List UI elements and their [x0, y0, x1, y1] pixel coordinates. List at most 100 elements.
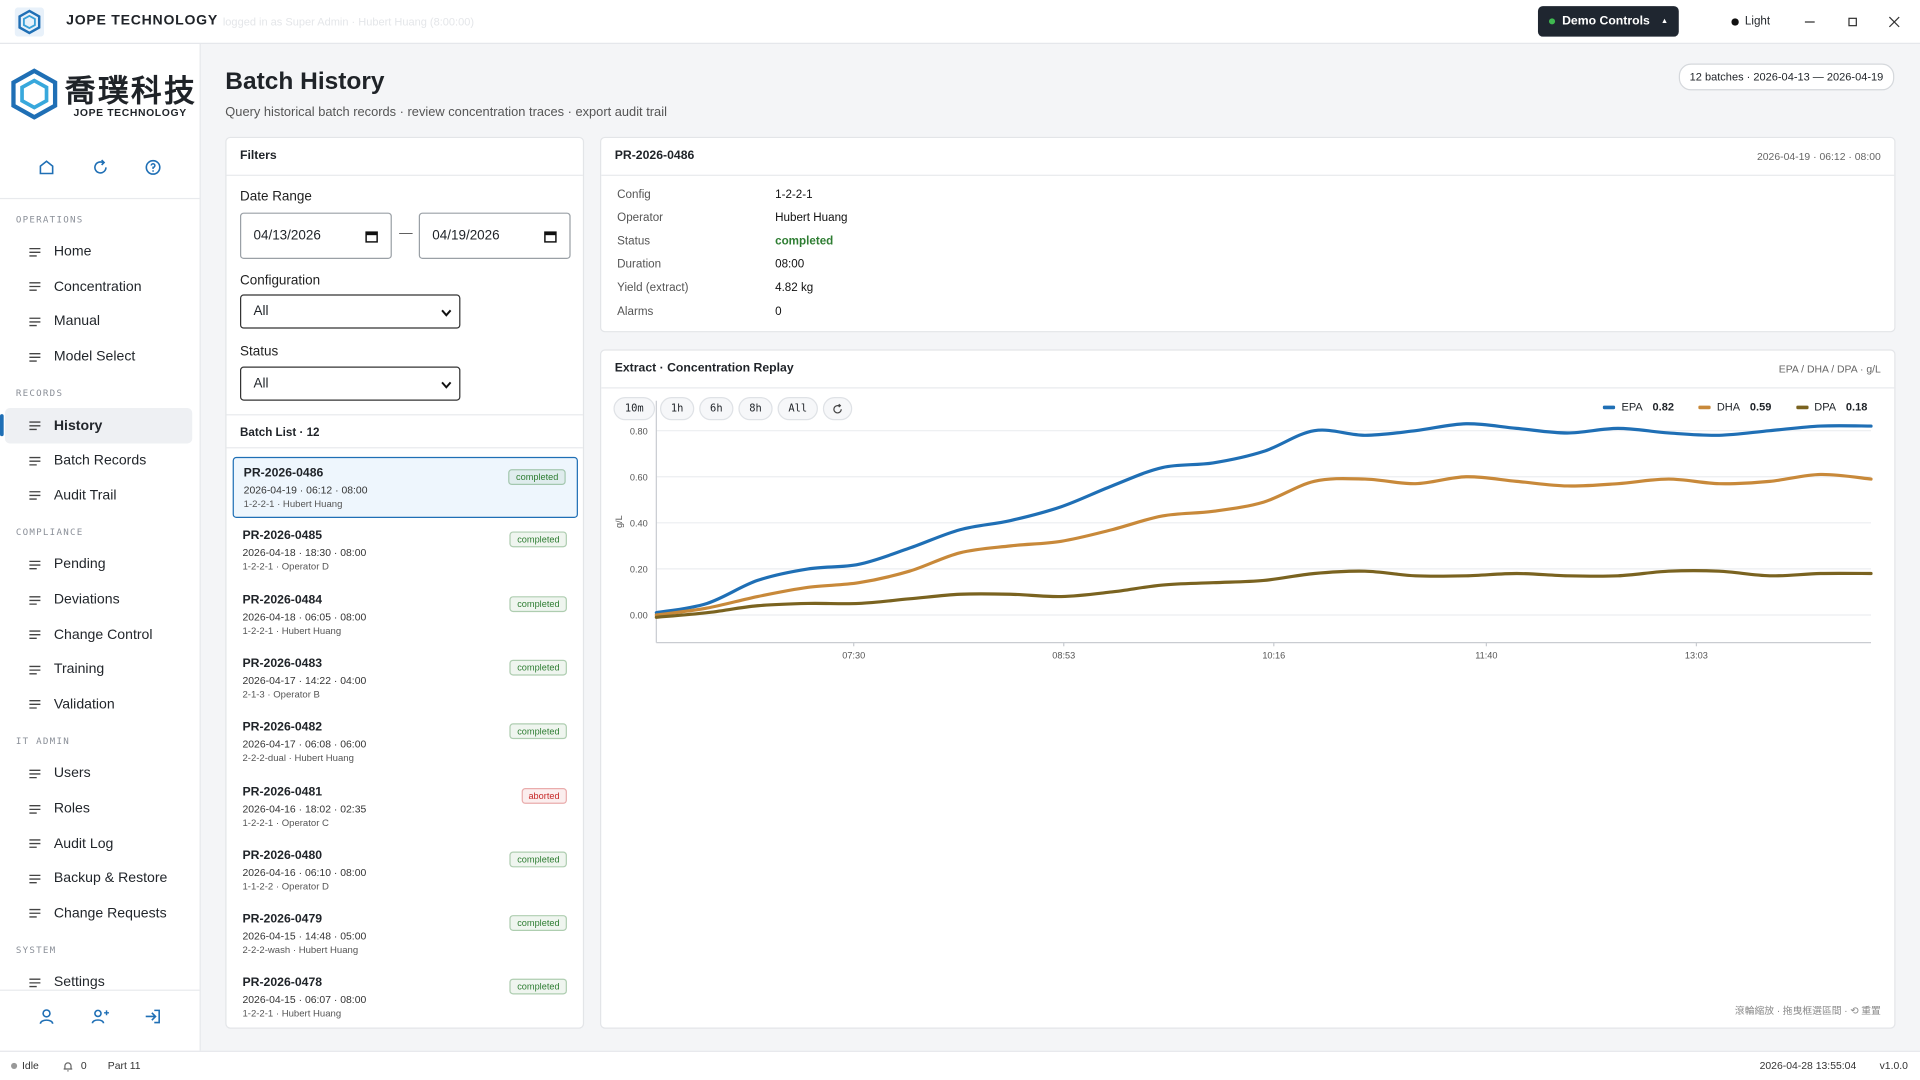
- nav-icon: [29, 491, 41, 501]
- icon-shape: [29, 804, 41, 814]
- refresh-button[interactable]: [91, 158, 111, 178]
- legend-swatch: [1603, 405, 1616, 409]
- date-from-input[interactable]: 04/13/2026: [240, 212, 392, 260]
- nav-item[interactable]: Settings: [5, 965, 192, 1000]
- nav-icon: [29, 317, 41, 327]
- help-button[interactable]: [143, 158, 163, 178]
- home-button[interactable]: [37, 158, 57, 178]
- detail-label: Duration: [617, 258, 662, 272]
- close-button[interactable]: [1887, 15, 1902, 30]
- nav-item[interactable]: Roles: [5, 791, 192, 826]
- nav-item[interactable]: Audit Log: [5, 826, 192, 861]
- nav-item[interactable]: Model Select: [5, 339, 192, 374]
- y-tick-label: 0.20: [630, 565, 648, 575]
- icon-shape: [29, 456, 41, 466]
- nav-item[interactable]: Backup & Restore: [5, 861, 192, 896]
- batch-time: 2026-04-19 · 06:12 · 08:00: [243, 483, 368, 497]
- range-button[interactable]: All: [777, 397, 818, 421]
- nav-item[interactable]: Users: [5, 756, 192, 791]
- icon-shape: [29, 560, 41, 570]
- divider: [226, 414, 583, 416]
- detail-label: Config: [617, 188, 651, 202]
- nav-item[interactable]: Validation: [5, 687, 192, 722]
- legend-label: DPA: [1814, 400, 1837, 413]
- summary-pill: 12 batches · 2026-04-13 — 2026-04-19: [1678, 63, 1895, 91]
- nav-label: Backup & Restore: [53, 871, 168, 886]
- nav-item[interactable]: Home: [5, 235, 192, 270]
- batch-time: 2026-04-15 · 14:48 · 05:00: [242, 929, 367, 943]
- batch-item[interactable]: PR-2026-0485 2026-04-18 · 18:30 · 08:00 1-…: [233, 521, 578, 582]
- nav-label: Validation: [53, 697, 115, 713]
- batch-item[interactable]: PR-2026-0484 2026-04-18 · 06:05 · 08:00 1-…: [233, 585, 578, 646]
- range-button[interactable]: 10m: [613, 397, 656, 421]
- batch-item[interactable]: PR-2026-0479 2026-04-15 · 14:48 · 05:00 2-…: [233, 904, 578, 965]
- x-tick-label: 07:30: [842, 651, 865, 661]
- batch-meta: 2-2-2-dual · Hubert Huang: [242, 752, 354, 764]
- batch-status: completed: [509, 595, 567, 612]
- page-subtitle: Query historical batch records · review …: [225, 105, 667, 120]
- minimize-button[interactable]: [1802, 15, 1817, 30]
- maximize-button[interactable]: [1845, 15, 1860, 30]
- nav-item[interactable]: Concentration: [5, 270, 192, 305]
- bell-icon: [63, 1061, 73, 1071]
- batch-item[interactable]: PR-2026-0478 2026-04-15 · 06:07 · 08:00 1-…: [233, 968, 578, 1029]
- batch-time: 2026-04-16 · 06:10 · 08:00: [242, 865, 367, 879]
- batch-item[interactable]: PR-2026-0483 2026-04-17 · 14:22 · 04:00 2-…: [233, 649, 578, 710]
- range-button[interactable]: 1h: [660, 397, 695, 421]
- demo-controls-button[interactable]: Demo Controls ▲: [1537, 6, 1679, 37]
- y-tick-label: 0.60: [630, 472, 648, 482]
- theme-toggle[interactable]: Light: [1731, 15, 1770, 28]
- batch-id: PR-2026-0485: [242, 529, 323, 543]
- range-button[interactable]: 8h: [738, 397, 773, 421]
- nav-item[interactable]: Training: [5, 652, 192, 687]
- nav-item[interactable]: Manual: [5, 304, 192, 339]
- nav-item[interactable]: Pending: [5, 548, 192, 583]
- batch-id: PR-2026-0481: [242, 784, 323, 799]
- icon-shape: [29, 769, 41, 779]
- nav-item[interactable]: Change Control: [5, 617, 192, 652]
- detail-label: Operator: [617, 211, 664, 225]
- nav-item[interactable]: Change Requests: [5, 896, 192, 931]
- profile-button[interactable]: [37, 1007, 57, 1027]
- sidebar-divider: [0, 197, 200, 200]
- batch-item[interactable]: PR-2026-0482 2026-04-17 · 06:08 · 06:00 2-…: [233, 712, 578, 773]
- compliance-part: Part 11: [107, 1059, 141, 1072]
- batch-meta: 2-1-3 · Operator B: [242, 688, 320, 700]
- nav-icon: [29, 769, 41, 779]
- nav-item[interactable]: Batch Records: [5, 443, 192, 478]
- batch-meta: 1-2-2-1 · Hubert Huang: [243, 498, 343, 510]
- chart: 0.00 0.20 0.40 0.60 0.80 07:30 08:53 10:16 11:40…: [614, 400, 1873, 661]
- batch-status: completed: [509, 723, 567, 740]
- status-select[interactable]: All: [240, 366, 461, 401]
- alerts[interactable]: 0: [62, 1059, 87, 1071]
- chart-units: EPA / DHA / DPA · g/L: [1778, 362, 1881, 376]
- y-tick-label: 0.40: [630, 519, 648, 529]
- nav-item[interactable]: History: [0, 408, 193, 444]
- range-button[interactable]: 6h: [699, 397, 734, 421]
- batch-item[interactable]: PR-2026-0486 2026-04-19 · 06:12 · 08:00 1-…: [232, 456, 578, 519]
- status-dot: [1548, 18, 1555, 25]
- nav-item[interactable]: Deviations: [5, 582, 192, 617]
- switch-user-button[interactable]: [91, 1007, 111, 1027]
- login-text: logged in as Super Admin · Hubert Huang …: [222, 15, 475, 29]
- detail-panel: PR-2026-0486 2026-04-19 · 06:12 · 08:00 …: [600, 136, 1896, 333]
- batch-item[interactable]: PR-2026-0480 2026-04-16 · 06:10 · 08:00 1-…: [233, 840, 578, 901]
- date-to-input[interactable]: 04/19/2026: [418, 212, 571, 260]
- reset-button[interactable]: [822, 397, 853, 421]
- batch-meta: 1-2-2-1 · Hubert Huang: [242, 1008, 342, 1020]
- state: Idle: [11, 1059, 39, 1071]
- nav-icon: [29, 700, 41, 710]
- version: v1.0.0: [1879, 1059, 1908, 1072]
- legend-value: 0.18: [1845, 400, 1868, 413]
- batch-list: PR-2026-0486 2026-04-19 · 06:12 · 08:00 1-…: [227, 456, 586, 1029]
- batch-item[interactable]: PR-2026-0481 2026-04-16 · 18:02 · 02:35 1-…: [233, 776, 578, 837]
- nav-icon: [29, 630, 41, 640]
- configuration-select[interactable]: All: [240, 294, 461, 329]
- batch-time: 2026-04-17 · 06:08 · 06:00: [242, 738, 367, 751]
- statusbar: Idle 0 Part 11 2026-04-28 13:55:04 v1.0.…: [0, 1050, 1920, 1080]
- configuration-label: Configuration: [240, 273, 321, 289]
- logout-button[interactable]: [143, 1007, 163, 1027]
- nav-item[interactable]: Audit Trail: [5, 478, 192, 513]
- nav-icon: [29, 839, 41, 849]
